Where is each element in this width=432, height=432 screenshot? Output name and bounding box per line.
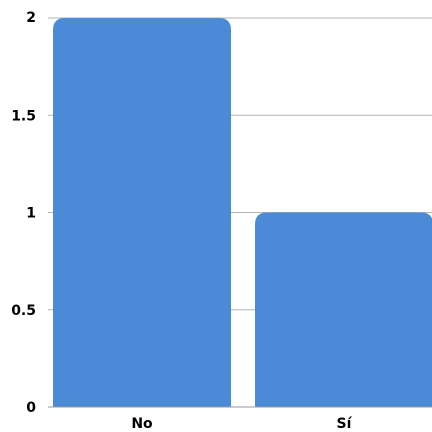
- y-tick-label: 0: [26, 400, 36, 416]
- y-tick-label: 1: [26, 206, 36, 222]
- x-axis-ticks: No Sí: [131, 416, 352, 432]
- y-tick-label: 2: [26, 10, 36, 26]
- y-axis-ticks: 0 0.5 1 1.5 2: [11, 10, 36, 416]
- bars: [53, 18, 432, 407]
- y-tick-label: 0.5: [11, 303, 36, 319]
- bar-no: [53, 18, 231, 407]
- x-tick-label: Sí: [337, 416, 353, 432]
- x-tick-label: No: [131, 416, 153, 432]
- bar-si: [255, 212, 432, 407]
- y-tick-label: 1.5: [11, 108, 36, 124]
